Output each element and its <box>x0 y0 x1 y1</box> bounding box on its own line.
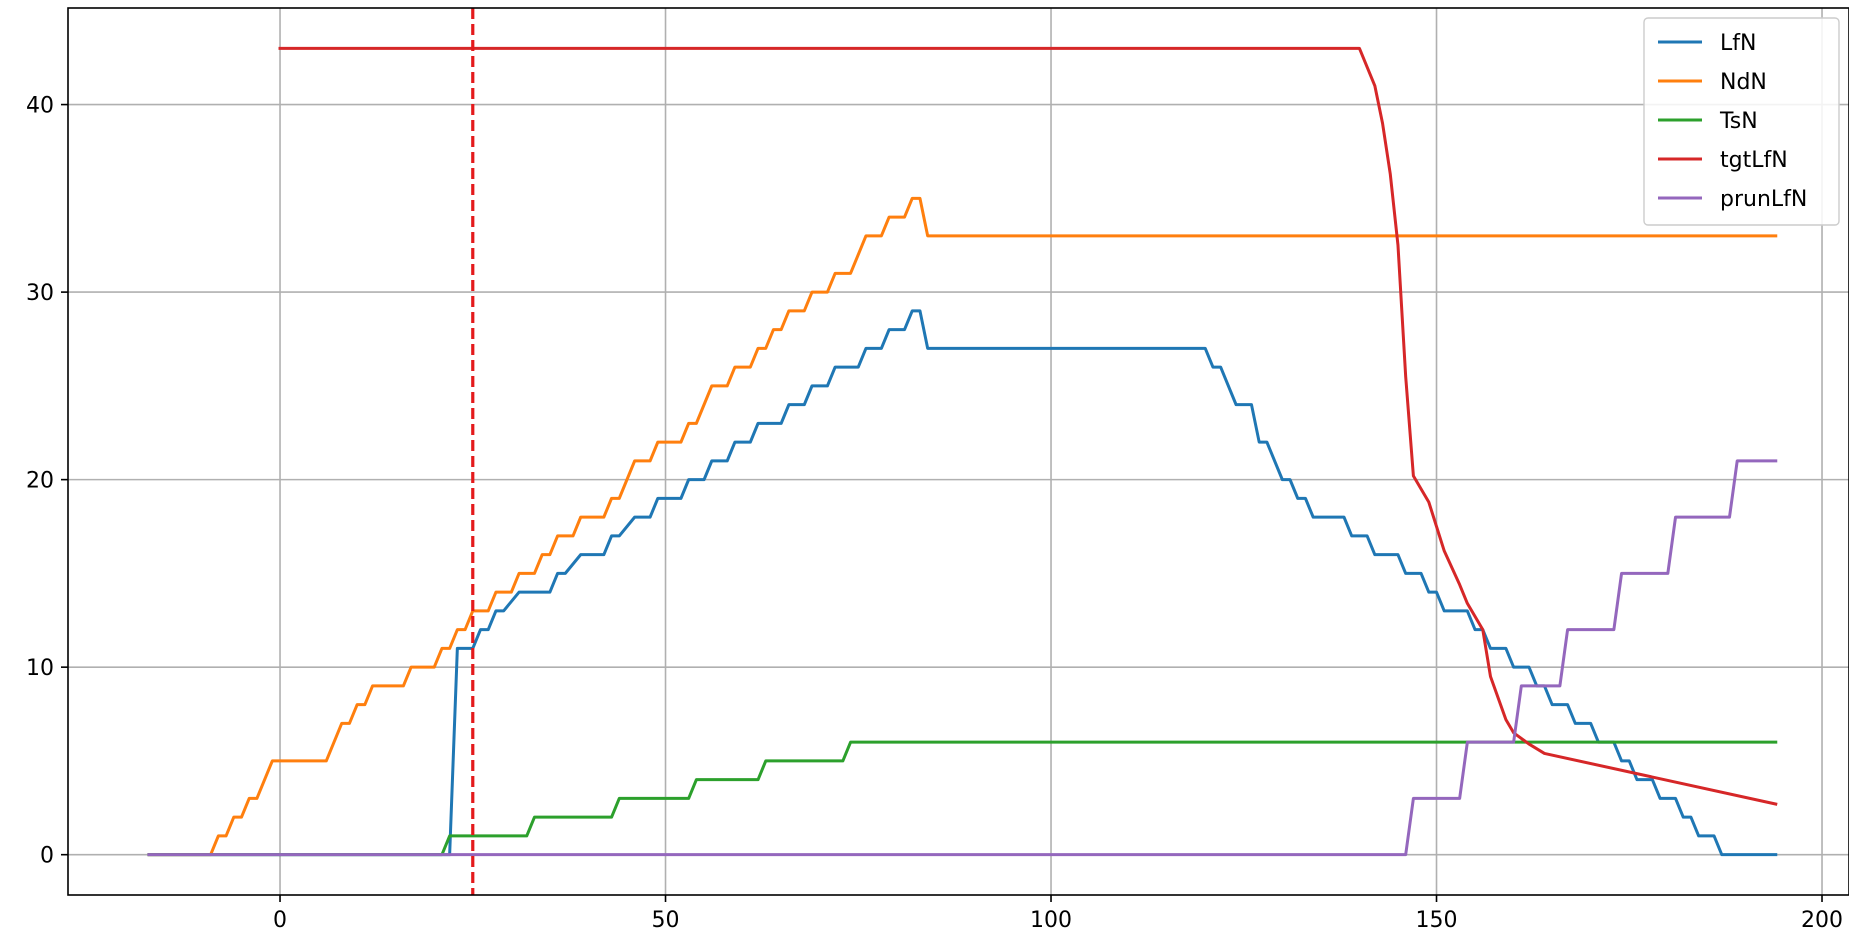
legend-box <box>1643 17 1840 226</box>
x-tick-label: 0 <box>273 908 287 933</box>
legend-label-lfn: LfN <box>1720 31 1756 56</box>
series-line-lfn <box>147 309 1778 857</box>
legend: LfN NdN TsN tgtLfN prunLfN <box>1643 17 1840 226</box>
x-tick-label: 150 <box>1416 908 1458 933</box>
y-tick-label: 40 <box>26 94 54 119</box>
series-line-prunlfn <box>147 459 1778 857</box>
legend-label-prunlfn: prunLfN <box>1720 187 1807 212</box>
legend-label-tgtlfn: tgtLfN <box>1720 148 1788 173</box>
plot-frame <box>67 7 1849 896</box>
series-lines <box>147 46 1778 857</box>
y-tick-label: 30 <box>26 281 54 306</box>
series-line-ndn <box>147 196 1778 857</box>
y-tick-label: 10 <box>26 656 54 681</box>
y-tick-label: 20 <box>26 469 54 494</box>
legend-label-tsn: TsN <box>1719 109 1758 134</box>
legend-label-ndn: NdN <box>1720 70 1767 95</box>
y-tick-label: 0 <box>40 844 54 869</box>
x-tick-label: 200 <box>1801 908 1843 933</box>
x-tick-label: 50 <box>652 908 680 933</box>
series-line-tsn <box>147 740 1778 857</box>
x-tick-label: 100 <box>1030 908 1072 933</box>
axis-ticks: 0 50 100 150 200 0 10 20 30 40 <box>26 94 1843 933</box>
